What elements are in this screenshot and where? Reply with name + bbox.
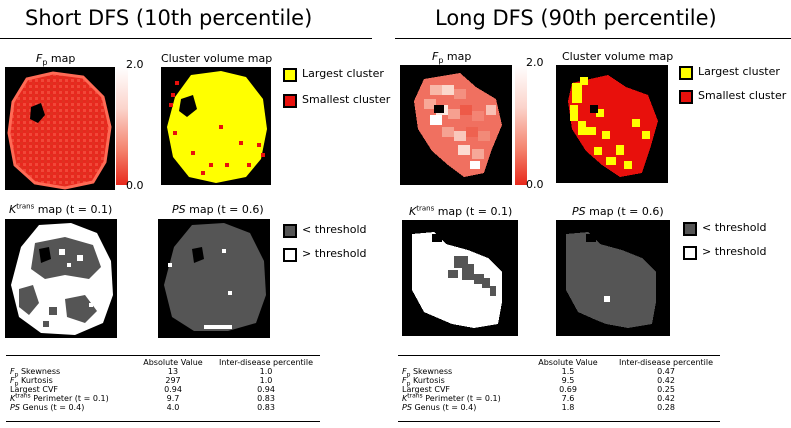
right-legend-smallest-swatch (679, 90, 693, 104)
table-cell-absolute: 297 (165, 376, 181, 385)
table-cell-metric: Ktrans Perimeter (t = 0.1) (402, 392, 501, 403)
table-cell-percentile: 0.25 (657, 385, 675, 394)
table-cell-metric: Ktrans Perimeter (t = 0.1) (10, 392, 109, 403)
right-cluster-map-image (556, 65, 668, 183)
left-ktrans-map-image (5, 219, 117, 338)
left-title-underline (0, 38, 372, 39)
table-cell-percentile: 1.0 (259, 367, 273, 376)
right-ps-map-image (556, 220, 670, 336)
table-row: Largest CVF 0.69 0.25 (398, 385, 720, 394)
left-stats-table: Absolute Value Inter-disease percentile … (6, 357, 320, 413)
table-row: Largest CVF 0.94 0.94 (6, 385, 320, 394)
table-row: Fp Kurtosis 297 1.0 (6, 376, 320, 388)
left-table-header-absolute: Absolute Value (143, 357, 203, 367)
left-colorbar-max: 2.0 (126, 58, 144, 71)
table-cell-percentile: 0.83 (257, 394, 275, 403)
table-cell-metric: Fp Kurtosis (402, 376, 445, 388)
left-table-header-percentile: Inter-disease percentile (218, 357, 314, 367)
left-fp-map-image (5, 67, 115, 190)
table-cell-absolute: 7.6 (561, 394, 575, 403)
right-table-header-absolute: Absolute Value (538, 357, 598, 367)
right-colorbar-min: 0.0 (526, 178, 544, 191)
table-cell-metric: Fp Skewness (10, 367, 61, 379)
table-cell-metric: Fp Skewness (402, 367, 453, 379)
table-cell-absolute: 1.8 (561, 403, 575, 412)
right-title-underline (395, 38, 791, 39)
table-cell-percentile: 0.83 (257, 403, 275, 412)
right-legend-largest-label: Largest cluster (698, 65, 780, 78)
right-legend-below-swatch (683, 222, 697, 236)
right-legend-below-label: < threshold (702, 221, 767, 234)
table-cell-percentile: 0.28 (657, 403, 675, 412)
table-cell-percentile: 0.94 (257, 385, 275, 394)
left-cluster-map-label: Cluster volume map (161, 52, 273, 65)
table-row: Fp Skewness 13 1.0 (6, 367, 320, 379)
right-ps-map-label: PS map (t = 0.6) (572, 205, 664, 218)
right-fp-colorbar (515, 65, 527, 185)
left-legend-above-swatch (283, 248, 297, 262)
right-table-header-percentile: Inter-disease percentile (618, 357, 714, 367)
right-stats-table: Absolute Value Inter-disease percentile … (398, 357, 720, 413)
right-colorbar-max: 2.0 (526, 56, 544, 69)
table-cell-metric: PS Genus (t = 0.4) (10, 403, 85, 412)
table-row: Fp Kurtosis 9.5 0.42 (398, 376, 720, 388)
table-cell-percentile: 0.42 (657, 394, 675, 403)
left-legend-largest-label: Largest cluster (302, 67, 384, 80)
left-fp-colorbar (116, 67, 128, 185)
left-table-bottom-rule (6, 421, 320, 422)
table-cell-absolute: 4.0 (166, 403, 180, 412)
right-fp-map-label: Fp map (432, 50, 472, 66)
right-legend-largest-swatch (679, 66, 693, 80)
left-ktrans-map-label: Ktrans map (t = 0.1) (9, 202, 113, 216)
table-cell-metric: Largest CVF (10, 385, 59, 394)
left-legend-below-swatch (283, 224, 297, 238)
left-table-header-row: Absolute Value Inter-disease percentile (6, 357, 320, 367)
table-cell-percentile: 1.0 (259, 376, 273, 385)
table-cell-absolute: 1.5 (561, 367, 575, 376)
table-cell-percentile: 0.47 (657, 367, 675, 376)
right-legend-above-swatch (683, 246, 697, 260)
left-colorbar-min: 0.0 (126, 179, 144, 192)
right-table-bottom-rule (398, 421, 720, 422)
left-cluster-map-image (161, 67, 271, 185)
table-cell-percentile: 0.42 (657, 376, 675, 385)
left-table-header-metric (6, 357, 134, 367)
table-cell-metric: Largest CVF (402, 385, 451, 394)
right-table-top-rule (398, 355, 720, 356)
right-legend-smallest-label: Smallest cluster (698, 89, 787, 102)
table-cell-absolute: 13 (167, 367, 179, 376)
table-row: Ktrans Perimeter (t = 0.1) 7.6 0.42 (398, 392, 720, 403)
right-table-header-row: Absolute Value Inter-disease percentile (398, 357, 720, 367)
table-cell-absolute: 9.7 (166, 394, 180, 403)
table-cell-metric: Fp Kurtosis (10, 376, 53, 388)
right-panel-title: Long DFS (90th percentile) (435, 6, 717, 30)
left-legend-below-label: < threshold (302, 223, 367, 236)
table-row: PS Genus (t = 0.4) 4.0 0.83 (6, 403, 320, 412)
right-ktrans-map-label: Ktrans map (t = 0.1) (409, 204, 513, 218)
left-legend-above-label: > threshold (302, 247, 367, 260)
left-fp-map-label: Fp map (36, 52, 76, 68)
table-cell-metric: PS Genus (t = 0.4) (402, 403, 477, 412)
right-legend-above-label: > threshold (702, 245, 767, 258)
right-ktrans-map-image (402, 220, 518, 336)
table-cell-absolute: 0.69 (559, 385, 577, 394)
left-ps-map-label: PS map (t = 0.6) (172, 203, 264, 216)
table-row: Ktrans Perimeter (t = 0.1) 9.7 0.83 (6, 392, 320, 403)
table-cell-absolute: 9.5 (561, 376, 575, 385)
right-table-header-metric (398, 357, 524, 367)
table-cell-absolute: 0.94 (164, 385, 182, 394)
table-row: Fp Skewness 1.5 0.47 (398, 367, 720, 379)
left-ps-map-image (158, 219, 270, 338)
left-panel-title: Short DFS (10th percentile) (25, 6, 313, 30)
left-legend-largest-swatch (283, 68, 297, 82)
left-legend-smallest-label: Smallest cluster (302, 93, 391, 106)
left-legend-smallest-swatch (283, 94, 297, 108)
left-table-top-rule (6, 355, 320, 356)
table-row: PS Genus (t = 0.4) 1.8 0.28 (398, 403, 720, 412)
right-fp-map-image (400, 65, 512, 185)
right-cluster-map-label: Cluster volume map (562, 50, 674, 63)
